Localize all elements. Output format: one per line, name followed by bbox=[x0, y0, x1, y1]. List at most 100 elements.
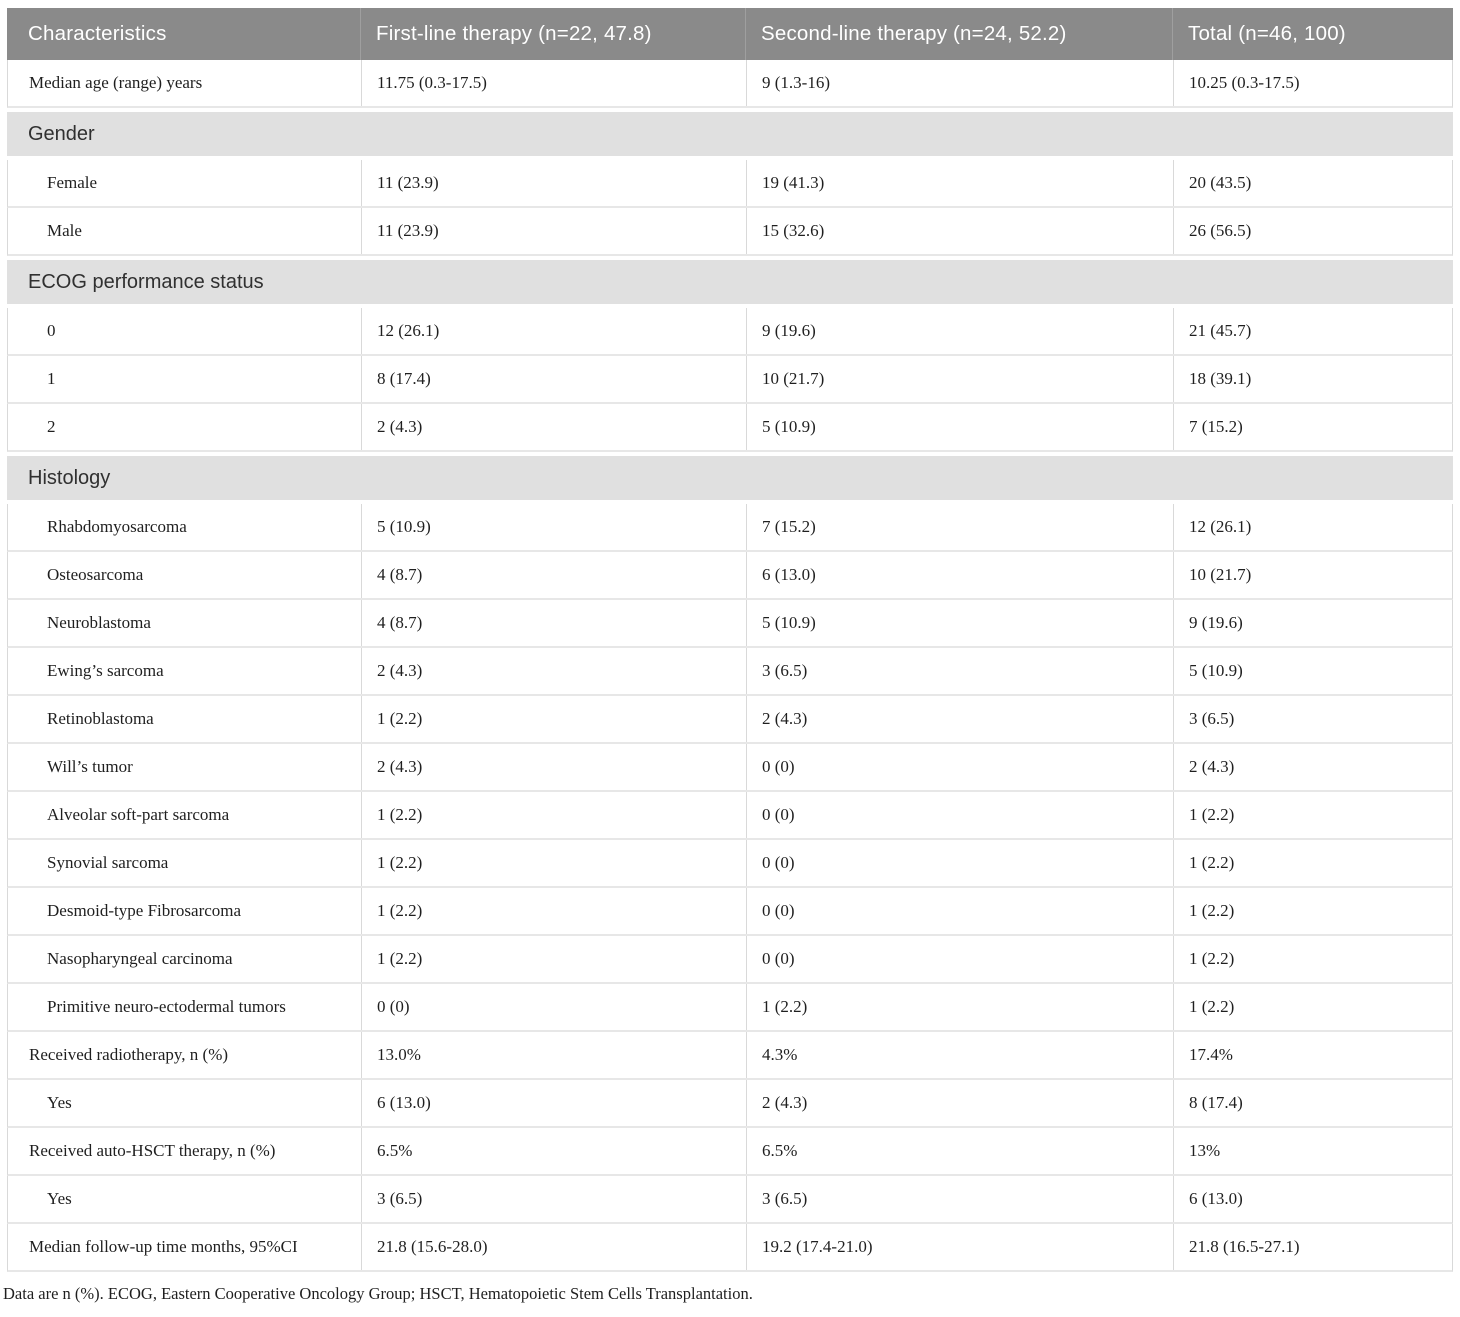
cell-value: 0 (0) bbox=[746, 936, 1173, 982]
table-row: Male 11 (23.9) 15 (32.6) 26 (56.5) bbox=[7, 208, 1453, 256]
cell-value: 5 (10.9) bbox=[361, 504, 746, 550]
table-body: Median age (range) years 11.75 (0.3-17.5)… bbox=[7, 60, 1453, 1272]
section-header-row: ECOG performance status bbox=[7, 256, 1453, 308]
cell-value: 7 (15.2) bbox=[1173, 404, 1452, 450]
table-row: Neuroblastoma 4 (8.7) 5 (10.9) 9 (19.6) bbox=[7, 600, 1453, 648]
cell-value: 10 (21.7) bbox=[746, 356, 1173, 402]
table-row: 2 2 (4.3) 5 (10.9) 7 (15.2) bbox=[7, 404, 1453, 452]
cell-value: 1 (2.2) bbox=[361, 840, 746, 886]
cell-value: 1 (2.2) bbox=[361, 936, 746, 982]
table-row: Synovial sarcoma 1 (2.2) 0 (0) 1 (2.2) bbox=[7, 840, 1453, 888]
table-header-row: Characteristics First-line therapy (n=22,… bbox=[7, 8, 1453, 60]
cell-value: 1 (2.2) bbox=[361, 792, 746, 838]
cell-value: 2 (4.3) bbox=[361, 404, 746, 450]
cell-value: 1 (2.2) bbox=[746, 984, 1173, 1030]
cell-value: 12 (26.1) bbox=[1173, 504, 1452, 550]
row-label: Desmoid-type Fibrosarcoma bbox=[47, 901, 242, 920]
cell-value: 4 (8.7) bbox=[361, 552, 746, 598]
row-label: Rhabdomyosarcoma bbox=[47, 517, 187, 536]
cell-value: 9 (1.3-16) bbox=[746, 60, 1173, 106]
cell-value: 6.5% bbox=[361, 1128, 746, 1174]
cell-value: 15 (32.6) bbox=[746, 208, 1173, 254]
table-row: Yes 6 (13.0) 2 (4.3) 8 (17.4) bbox=[7, 1080, 1453, 1128]
row-label: Female bbox=[47, 173, 98, 192]
table-row: Median age (range) years 11.75 (0.3-17.5)… bbox=[7, 60, 1453, 108]
cell-value: 4 (8.7) bbox=[361, 600, 746, 646]
table-row: Received radiotherapy, n (%) 13.0% 4.3% 17.… bbox=[7, 1032, 1453, 1080]
characteristics-table: Characteristics First-line therapy (n=22,… bbox=[3, 8, 1453, 1304]
cell-value: 3 (6.5) bbox=[746, 1176, 1173, 1222]
table-row: Primitive neuro-ectodermal tumors 0 (0) 1 … bbox=[7, 984, 1453, 1032]
column-header: First-line therapy (n=22, 47.8) bbox=[360, 8, 745, 60]
cell-value: 0 (0) bbox=[746, 888, 1173, 934]
cell-value: 3 (6.5) bbox=[746, 648, 1173, 694]
cell-value: 2 (4.3) bbox=[361, 744, 746, 790]
table-row: Ewing’s sarcoma 2 (4.3) 3 (6.5) 5 (10.9) bbox=[7, 648, 1453, 696]
cell-value: 2 (4.3) bbox=[361, 648, 746, 694]
cell-value: 1 (2.2) bbox=[1173, 984, 1452, 1030]
table-row: Will’s tumor 2 (4.3) 0 (0) 2 (4.3) bbox=[7, 744, 1453, 792]
cell-value: 0 (0) bbox=[746, 744, 1173, 790]
table-row: Received auto-HSCT therapy, n (%) 6.5% 6.5… bbox=[7, 1128, 1453, 1176]
column-header: Total (n=46, 100) bbox=[1172, 8, 1453, 60]
table-footnote: Data are n (%). ECOG, Eastern Cooperativ… bbox=[3, 1284, 753, 1303]
cell-value: 4.3% bbox=[746, 1032, 1173, 1078]
cell-value: 18 (39.1) bbox=[1173, 356, 1452, 402]
cell-value: 3 (6.5) bbox=[361, 1176, 746, 1222]
row-label: Yes bbox=[47, 1189, 72, 1208]
cell-value: 0 (0) bbox=[361, 984, 746, 1030]
cell-value: 1 (2.2) bbox=[1173, 888, 1452, 934]
row-label: Neuroblastoma bbox=[47, 613, 151, 632]
cell-value: 0 (0) bbox=[746, 840, 1173, 886]
cell-value: 12 (26.1) bbox=[361, 308, 746, 354]
table-row: Osteosarcoma 4 (8.7) 6 (13.0) 10 (21.7) bbox=[7, 552, 1453, 600]
cell-value: 2 (4.3) bbox=[746, 1080, 1173, 1126]
cell-value: 13.0% bbox=[361, 1032, 746, 1078]
row-label: Primitive neuro-ectodermal tumors bbox=[47, 997, 286, 1016]
column-header: Second-line therapy (n=24, 52.2) bbox=[745, 8, 1172, 60]
cell-value: 1 (2.2) bbox=[361, 696, 746, 742]
table-row: Rhabdomyosarcoma 5 (10.9) 7 (15.2) 12 (26.1… bbox=[7, 504, 1453, 552]
row-label: Median follow-up time months, 95%CI bbox=[29, 1237, 298, 1256]
row-label: Yes bbox=[47, 1093, 72, 1112]
cell-value: 2 (4.3) bbox=[1173, 744, 1452, 790]
table-row: Median follow-up time months, 95%CI 21.8 … bbox=[7, 1224, 1453, 1272]
table-row: 0 12 (26.1) 9 (19.6) 21 (45.7) bbox=[7, 308, 1453, 356]
cell-value: 10.25 (0.3-17.5) bbox=[1173, 60, 1452, 106]
table-row: Yes 3 (6.5) 3 (6.5) 6 (13.0) bbox=[7, 1176, 1453, 1224]
row-label: Alveolar soft-part sarcoma bbox=[47, 805, 230, 824]
cell-value: 1 (2.2) bbox=[361, 888, 746, 934]
cell-value: 11 (23.9) bbox=[361, 208, 746, 254]
table-row: Female 11 (23.9) 19 (41.3) 20 (43.5) bbox=[7, 160, 1453, 208]
row-label: 0 bbox=[47, 321, 56, 340]
row-label: Received auto-HSCT therapy, n (%) bbox=[29, 1141, 276, 1160]
cell-value: 9 (19.6) bbox=[1173, 600, 1452, 646]
cell-value: 11 (23.9) bbox=[361, 160, 746, 206]
row-label: Synovial sarcoma bbox=[47, 853, 169, 872]
cell-value: 26 (56.5) bbox=[1173, 208, 1452, 254]
table-row: Alveolar soft-part sarcoma 1 (2.2) 0 (0) 1 … bbox=[7, 792, 1453, 840]
cell-value: 0 (0) bbox=[746, 792, 1173, 838]
row-label: Retinoblastoma bbox=[47, 709, 154, 728]
cell-value: 9 (19.6) bbox=[746, 308, 1173, 354]
cell-value: 5 (10.9) bbox=[1173, 648, 1452, 694]
cell-value: 19.2 (17.4-21.0) bbox=[746, 1224, 1173, 1270]
cell-value: 1 (2.2) bbox=[1173, 936, 1452, 982]
cell-value: 17.4% bbox=[1173, 1032, 1452, 1078]
cell-value: 5 (10.9) bbox=[746, 404, 1173, 450]
cell-value: 21 (45.7) bbox=[1173, 308, 1452, 354]
table-row: 1 8 (17.4) 10 (21.7) 18 (39.1) bbox=[7, 356, 1453, 404]
cell-value: 7 (15.2) bbox=[746, 504, 1173, 550]
cell-value: 20 (43.5) bbox=[1173, 160, 1452, 206]
cell-value: 6 (13.0) bbox=[1173, 1176, 1452, 1222]
row-label: Received radiotherapy, n (%) bbox=[29, 1045, 229, 1064]
row-label: Median age (range) years bbox=[29, 73, 203, 92]
cell-value: 2 (4.3) bbox=[746, 696, 1173, 742]
cell-value: 10 (21.7) bbox=[1173, 552, 1452, 598]
cell-value: 3 (6.5) bbox=[1173, 696, 1452, 742]
column-header: Characteristics bbox=[28, 22, 167, 45]
section-header-row: Histology bbox=[7, 452, 1453, 504]
cell-value: 6 (13.0) bbox=[746, 552, 1173, 598]
row-label: Osteosarcoma bbox=[47, 565, 144, 584]
cell-value: 6 (13.0) bbox=[361, 1080, 746, 1126]
